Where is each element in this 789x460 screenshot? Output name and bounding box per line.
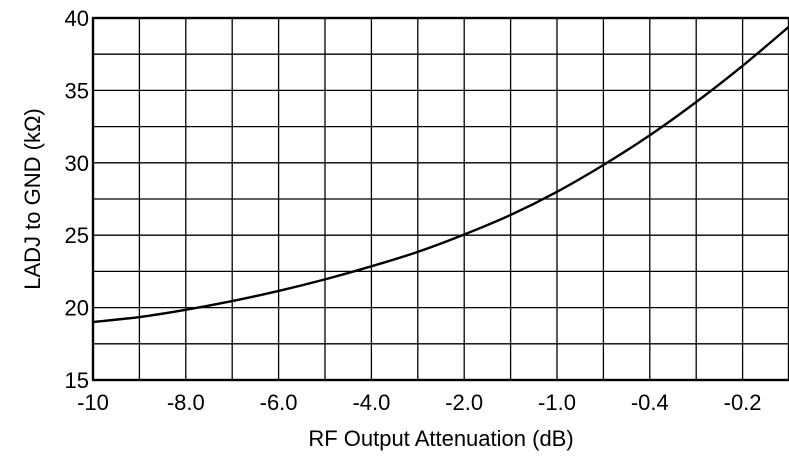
x-tick-label: -1.0: [538, 390, 576, 415]
x-tick-label: -0.4: [631, 390, 669, 415]
x-tick-label: -0.2: [724, 390, 762, 415]
x-tick-label: -6.0: [260, 390, 298, 415]
x-tick-label: -10: [77, 390, 109, 415]
x-tick-label: -4.0: [352, 390, 390, 415]
y-tick-label: 40: [65, 6, 89, 31]
y-axis-title: LADJ to GND (kΩ): [20, 108, 45, 289]
plot-frame: [91, 16, 789, 382]
series-line: [92, 25, 789, 324]
x-axis-title: RF Output Attenuation (dB): [308, 426, 573, 451]
x-tick-label: -2.0: [445, 390, 483, 415]
y-tick-label: 20: [65, 296, 89, 321]
x-tick-label: -8.0: [167, 390, 205, 415]
y-tick-label: 30: [65, 151, 89, 176]
y-tick-label: 15: [65, 368, 89, 393]
y-tick-label: 35: [65, 78, 89, 103]
x-tick-labels: -10 -8.0 -6.0 -4.0 -2.0 -1.0 -0.4 -0.2: [77, 390, 761, 415]
y-tick-labels: 15 20 25 30 35 40: [65, 6, 89, 393]
y-tick-label: 25: [65, 223, 89, 248]
grid-lines: [93, 18, 789, 380]
